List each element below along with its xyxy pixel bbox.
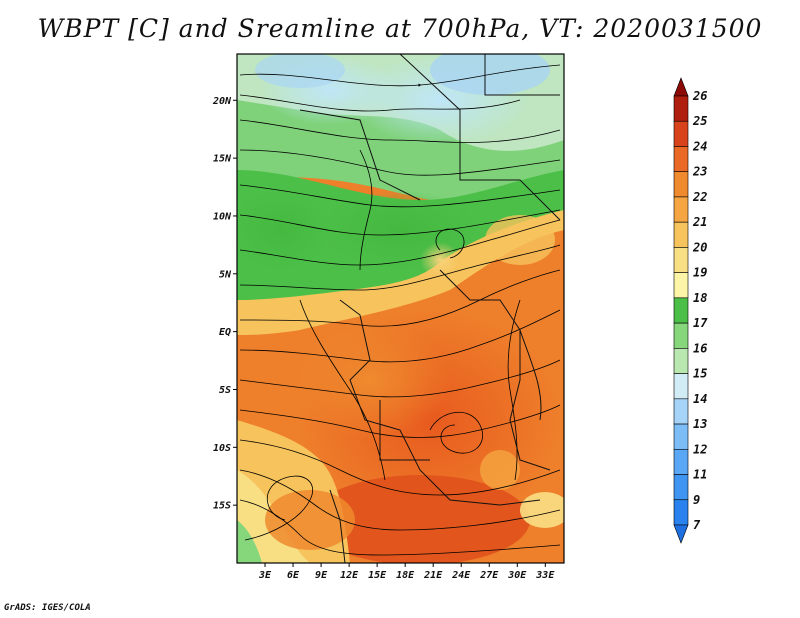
lat-label: 10S (213, 443, 231, 454)
colorbar-label: 22 (692, 190, 707, 204)
lon-label: 18E (396, 570, 415, 581)
colorbar-cell (673, 95, 689, 122)
colorbar-label: 21 (692, 215, 707, 229)
colorbar-cell (673, 373, 689, 400)
colorbar-bottom-arrow (673, 524, 689, 544)
colorbar-cell (673, 146, 689, 173)
colorbar-label: 24 (692, 139, 707, 153)
colorbar-label: 17 (693, 316, 708, 330)
colorbar-label: 15 (693, 367, 707, 381)
lon-label: 24E (451, 570, 471, 581)
lat-label: 15N (213, 154, 232, 165)
colorbar-label: 26 (692, 89, 707, 103)
lat-label: 15S (213, 501, 231, 512)
colorbar-label: 9 (693, 493, 700, 507)
colorbar-cell (673, 272, 689, 299)
colorbar-label: 18 (693, 291, 707, 305)
colorbar-label: 7 (693, 518, 701, 532)
colorbar-label: 12 (693, 442, 707, 456)
lon-label: 30E (507, 570, 527, 581)
colorbar-cell (673, 221, 689, 248)
lat-label: 5N (219, 269, 232, 280)
colorbar: 7 9 11 12 13 14 15 16 17 18 19 20 21 22 23 24 25 26 (673, 77, 708, 544)
lon-label: 6E (287, 570, 300, 581)
streamlines (239, 64, 561, 556)
colorbar-label: 14 (693, 392, 707, 406)
colorbar-label: 23 (692, 165, 707, 179)
lon-label: 9E (315, 570, 328, 581)
colorbar-cell (673, 499, 689, 526)
colorbar-label: 19 (693, 266, 707, 280)
colorbar-top-arrow (673, 77, 689, 97)
colorbar-cell (673, 322, 689, 349)
lon-label: 33E (535, 570, 555, 581)
lon-label: 27E (479, 570, 499, 581)
colorbar-label: 20 (692, 240, 707, 254)
lat-label: 5S (219, 385, 231, 396)
colorbar-label: 13 (693, 417, 707, 431)
colorbar-cell (673, 448, 689, 475)
map-frame (236, 53, 565, 564)
plot-title: WBPT [C] and Sreamline at 700hPa, VT: 20… (37, 14, 763, 43)
colorbar-cell (673, 196, 689, 223)
lon-label: 12E (340, 570, 359, 581)
lat-label: 10N (213, 211, 232, 222)
colorbar-label: 11 (693, 468, 707, 482)
colorbar-cell (673, 348, 689, 374)
lat-label: EQ (219, 327, 231, 338)
country-boundaries (237, 54, 561, 563)
colorbar-cell (673, 423, 689, 450)
latitude-axis: 20N 15N 10N 5N EQ 5S 10S 15S (212, 96, 237, 512)
colorbar-cell (673, 171, 689, 198)
grads-credit: GrADS: IGES/COLA (4, 603, 91, 613)
colorbar-label: 16 (693, 341, 707, 355)
colorbar-cell (673, 120, 689, 147)
colorbar-cell (673, 398, 689, 425)
wbpt-shading (237, 54, 564, 563)
longitude-axis: 3E 6E 9E 12E 15E 18E 21E 24E 27E 30E 33E (258, 563, 555, 581)
colorbar-cell (673, 247, 689, 273)
colorbar-label: 25 (692, 114, 707, 128)
lat-label: 20N (212, 96, 232, 107)
colorbar-cell (673, 474, 689, 501)
lon-label: 21E (423, 570, 443, 581)
lon-label: 3E (258, 570, 272, 581)
lon-label: 15E (368, 570, 387, 581)
colorbar-cell (673, 297, 689, 324)
